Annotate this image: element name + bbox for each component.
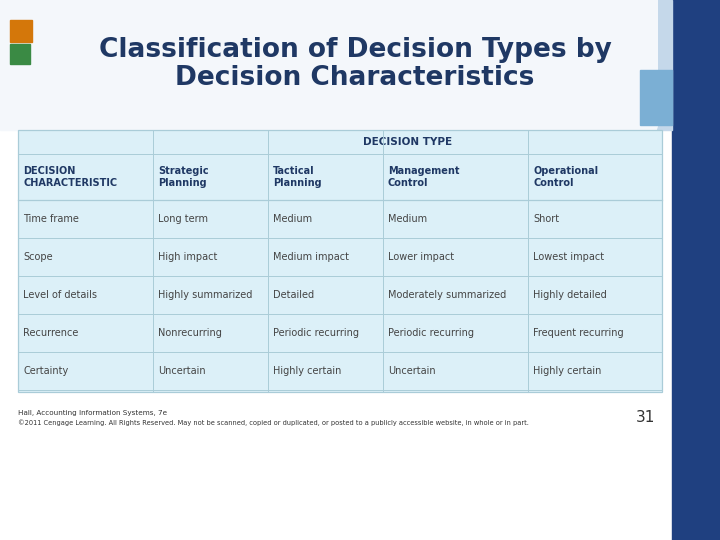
Text: DECISION TYPE: DECISION TYPE: [363, 137, 452, 147]
Text: Medium: Medium: [273, 214, 312, 224]
Text: Decision Characteristics: Decision Characteristics: [175, 65, 535, 91]
Bar: [640, 70, 672, 125]
Text: Uncertain: Uncertain: [388, 366, 436, 376]
Bar: [18, 154, 662, 200]
Text: Lowest impact: Lowest impact: [533, 252, 604, 262]
Text: Scope: Scope: [23, 252, 53, 262]
Text: Nonrecurring: Nonrecurring: [158, 328, 222, 338]
Text: Certainty: Certainty: [23, 366, 68, 376]
Text: Tactical
Planning: Tactical Planning: [273, 166, 322, 188]
Bar: [18, 238, 662, 276]
Bar: [10, 20, 32, 42]
Text: Highly detailed: Highly detailed: [533, 290, 607, 300]
Text: Recurrence: Recurrence: [23, 328, 78, 338]
Text: Highly certain: Highly certain: [533, 366, 601, 376]
Text: Periodic recurring: Periodic recurring: [273, 328, 359, 338]
Text: Lower impact: Lower impact: [388, 252, 454, 262]
Text: Long term: Long term: [158, 214, 208, 224]
Bar: [18, 130, 662, 392]
Text: Detailed: Detailed: [273, 290, 314, 300]
Bar: [153, 130, 662, 154]
Bar: [18, 130, 153, 154]
Text: Short: Short: [533, 214, 559, 224]
Text: Uncertain: Uncertain: [158, 366, 206, 376]
Bar: [18, 352, 662, 390]
Text: Periodic recurring: Periodic recurring: [388, 328, 474, 338]
Text: Medium: Medium: [388, 214, 427, 224]
Text: Moderately summarized: Moderately summarized: [388, 290, 506, 300]
Bar: [0, 0, 672, 130]
Text: Hall, Accounting Information Systems, 7e: Hall, Accounting Information Systems, 7e: [18, 410, 167, 416]
Text: Level of details: Level of details: [23, 290, 97, 300]
Text: Medium impact: Medium impact: [273, 252, 349, 262]
Text: Frequent recurring: Frequent recurring: [533, 328, 624, 338]
Text: Highly certain: Highly certain: [273, 366, 341, 376]
Bar: [18, 130, 662, 392]
Bar: [672, 0, 720, 540]
Text: 31: 31: [636, 410, 655, 425]
Text: Highly summarized: Highly summarized: [158, 290, 253, 300]
Text: DECISION
CHARACTERISTIC: DECISION CHARACTERISTIC: [23, 166, 117, 188]
Text: High impact: High impact: [158, 252, 217, 262]
FancyBboxPatch shape: [0, 0, 658, 133]
Bar: [10, 44, 30, 64]
Text: Management
Control: Management Control: [388, 166, 459, 188]
Text: ©2011 Cengage Learning. All Rights Reserved. May not be scanned, copied or dupli: ©2011 Cengage Learning. All Rights Reser…: [18, 419, 529, 426]
Bar: [18, 276, 662, 314]
Text: Strategic
Planning: Strategic Planning: [158, 166, 209, 188]
Bar: [18, 200, 662, 238]
Text: Classification of Decision Types by: Classification of Decision Types by: [99, 37, 611, 63]
Text: Operational
Control: Operational Control: [533, 166, 598, 188]
Bar: [18, 314, 662, 352]
Text: Time frame: Time frame: [23, 214, 79, 224]
